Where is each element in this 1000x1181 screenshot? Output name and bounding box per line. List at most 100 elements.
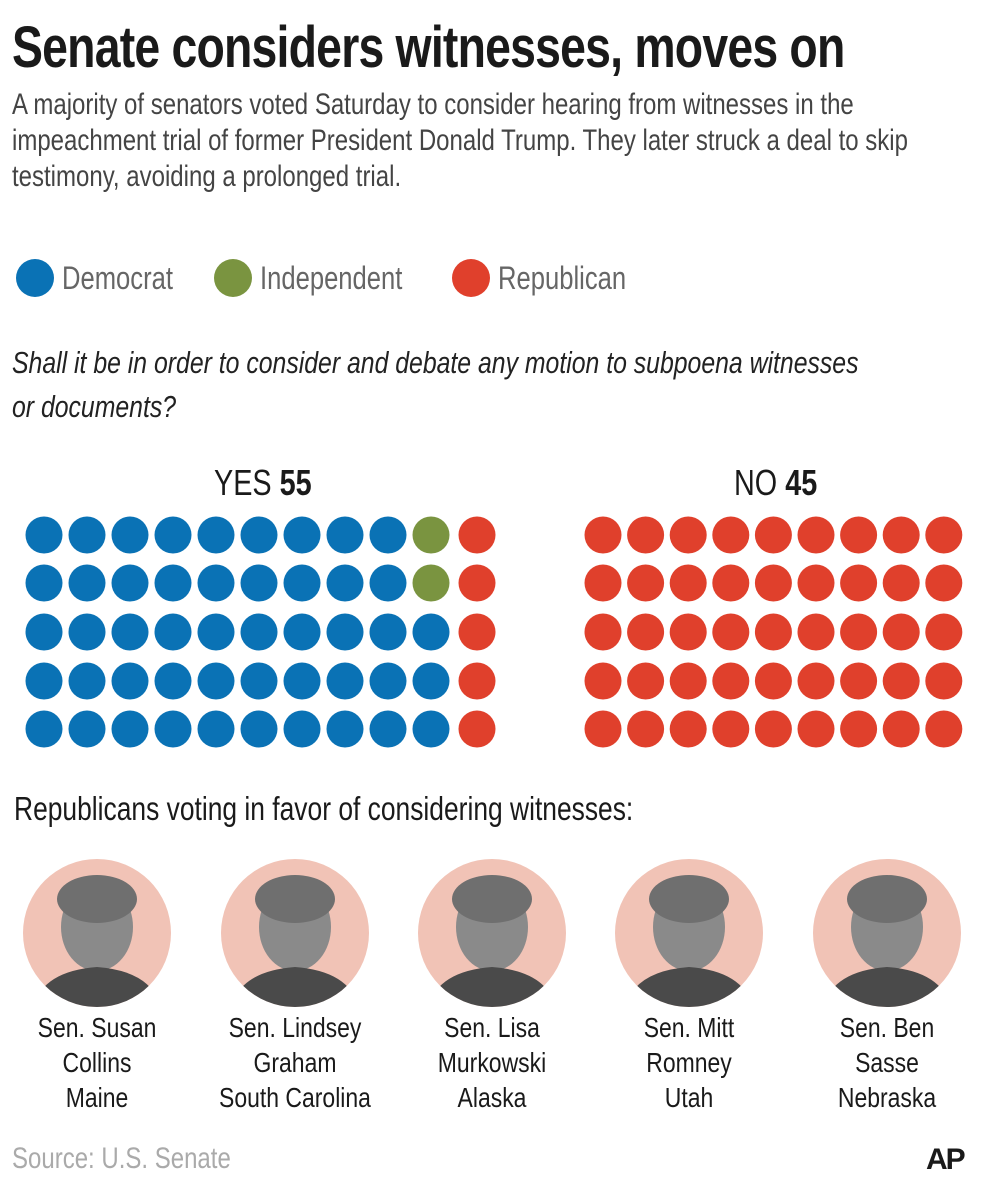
legend-independent: Independent	[214, 256, 438, 300]
republican-dot	[754, 710, 792, 748]
republican-dot	[712, 613, 750, 651]
democrat-dot	[154, 516, 192, 554]
democrat-dot	[197, 710, 235, 748]
democrat-dot	[154, 662, 192, 700]
republican-dot	[669, 613, 707, 651]
republican-dot	[840, 710, 878, 748]
republican-dot	[627, 516, 665, 554]
democrat-dot	[283, 662, 321, 700]
senator-photo	[813, 859, 961, 1007]
republican-dot	[882, 613, 920, 651]
senator-name-line: Collins	[62, 1047, 132, 1078]
independent-dot-icon	[214, 259, 252, 297]
question-line: or documents?	[12, 389, 177, 424]
senator-name-line: Alaska	[457, 1082, 527, 1113]
republican-dot	[669, 710, 707, 748]
democrat-dot	[240, 613, 278, 651]
republican-dot	[882, 564, 920, 602]
page-title: Senate considers witnesses, moves on	[12, 15, 845, 80]
senator-name: Sen. Mitt Romney Utah	[589, 1010, 789, 1115]
democrat-dot	[240, 516, 278, 554]
republican-dot	[882, 662, 920, 700]
democrat-dot	[369, 516, 407, 554]
senator-name: Sen. Lisa Murkowski Alaska	[392, 1010, 592, 1115]
legend-democrat: Democrat	[16, 256, 201, 300]
republican-dot	[669, 516, 707, 554]
republican-dot	[882, 516, 920, 554]
legend-republican: Republican	[452, 256, 658, 300]
democrat-dot	[326, 564, 364, 602]
democrat-dot	[197, 613, 235, 651]
republican-dot	[754, 613, 792, 651]
democrat-dot	[240, 662, 278, 700]
senator-name: Sen. Susan Collins Maine	[0, 1010, 197, 1115]
republican-dot	[627, 710, 665, 748]
republican-dot	[754, 564, 792, 602]
senator-name-line: Maine	[65, 1082, 129, 1113]
source-note: Source: U.S. Senate	[12, 1142, 231, 1175]
republican-dot	[584, 613, 622, 651]
democrat-dot	[412, 662, 450, 700]
democrat-dot	[111, 662, 149, 700]
republican-dot	[712, 662, 750, 700]
independent-dot	[412, 564, 450, 602]
senator-name: Sen. Ben Sasse Nebraska	[787, 1010, 987, 1115]
senator-name-line: Murkowski	[437, 1047, 547, 1078]
republican-dot	[627, 613, 665, 651]
democrat-dot	[25, 564, 63, 602]
senator-name-line: Sen. Susan	[37, 1012, 157, 1043]
legend-label: Republican	[498, 259, 627, 296]
senator-photo	[615, 859, 763, 1007]
democrat-dot	[412, 613, 450, 651]
republican-dot	[584, 516, 622, 554]
democrat-dot	[326, 662, 364, 700]
ap-logo: AP	[926, 1143, 966, 1176]
democrat-dot	[283, 710, 321, 748]
democrat-dot	[197, 516, 235, 554]
republican-dot	[797, 516, 835, 554]
democrat-dot-icon	[16, 259, 54, 297]
republican-dot	[797, 710, 835, 748]
democrat-dot	[326, 516, 364, 554]
yes-count: YES 55	[214, 462, 312, 503]
democrat-dot	[283, 516, 321, 554]
senator-name-line: Sen. Lisa	[444, 1012, 540, 1043]
democrat-dot	[68, 662, 106, 700]
republican-dot	[754, 662, 792, 700]
republican-dot	[627, 662, 665, 700]
republican-dot	[925, 564, 963, 602]
republican-dot	[797, 613, 835, 651]
senator-name-line: South Carolina	[219, 1082, 371, 1113]
democrat-dot	[25, 516, 63, 554]
senator-name-line: Graham	[253, 1047, 337, 1078]
democrat-dot	[154, 564, 192, 602]
republican-dot	[925, 662, 963, 700]
democrat-dot	[283, 613, 321, 651]
senator-name-line: Sen. Ben Sasse	[839, 1012, 935, 1078]
subtitle-line: impeachment trial of former President Do…	[12, 124, 908, 157]
senator-name: Sen. Lindsey Graham South Carolina	[195, 1010, 395, 1115]
democrat-dot	[154, 710, 192, 748]
republican-dot	[458, 564, 496, 602]
republican-dot	[925, 613, 963, 651]
republican-dot	[584, 710, 622, 748]
democrat-dot	[240, 710, 278, 748]
republican-dot	[669, 662, 707, 700]
democrat-dot	[326, 613, 364, 651]
republican-dot	[797, 564, 835, 602]
vote-dot-chart	[25, 516, 963, 748]
senator-photo	[221, 859, 369, 1007]
republican-dot-icon	[452, 259, 490, 297]
republican-dot	[840, 564, 878, 602]
democrat-dot	[283, 564, 321, 602]
democrat-dot	[326, 710, 364, 748]
republican-dot	[840, 662, 878, 700]
republican-dot	[840, 613, 878, 651]
republican-dot	[584, 662, 622, 700]
independent-dot	[412, 516, 450, 554]
democrat-dot	[369, 710, 407, 748]
senator-photo	[418, 859, 566, 1007]
republican-dot	[712, 516, 750, 554]
subtitle-line: A majority of senators voted Saturday to…	[12, 88, 854, 121]
democrat-dot	[111, 516, 149, 554]
